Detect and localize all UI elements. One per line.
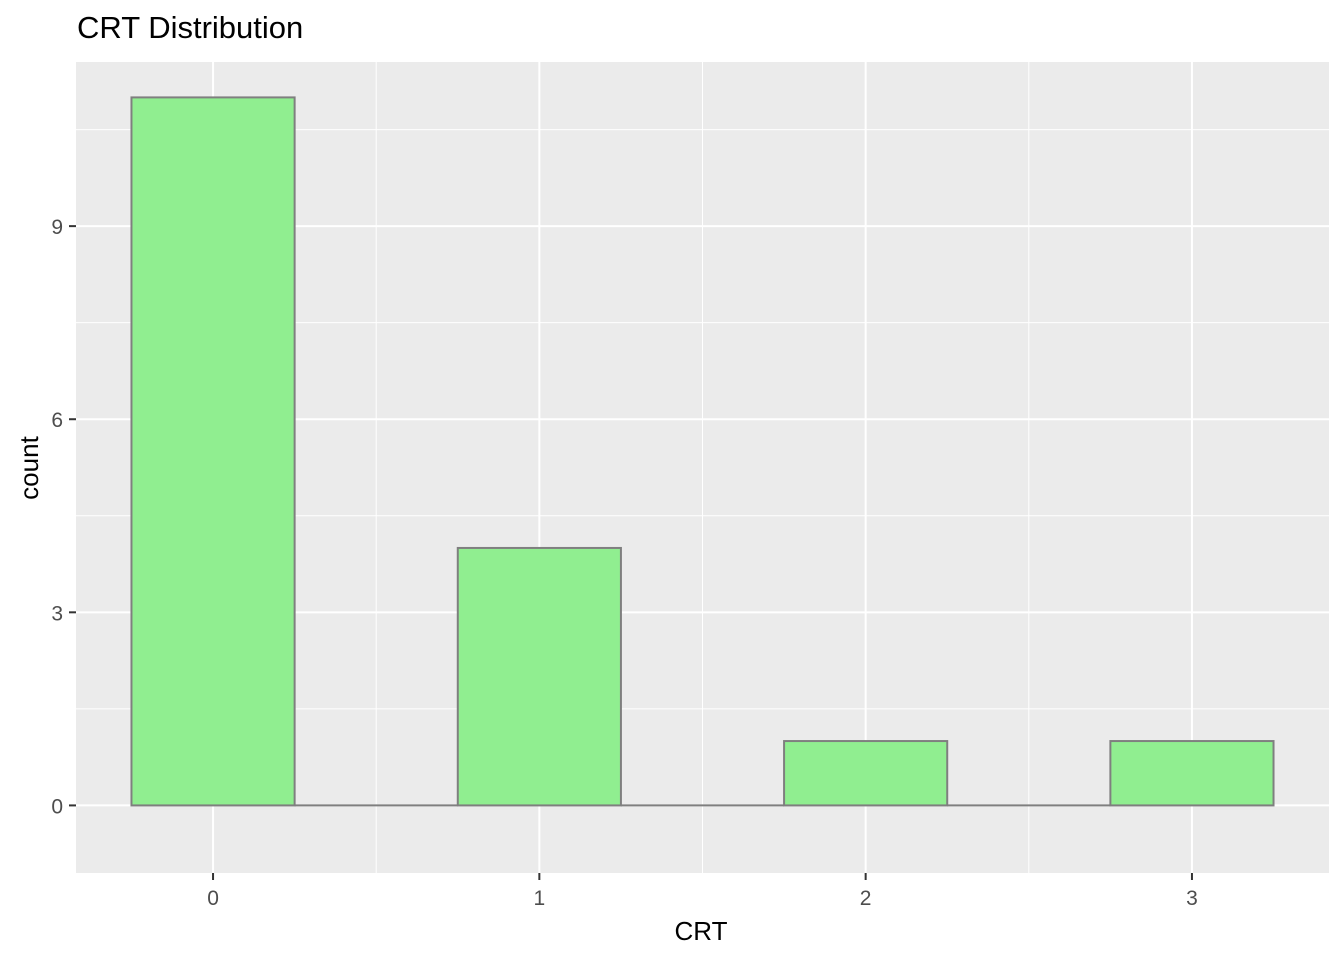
y-tick-label: 6 <box>51 409 63 432</box>
x-tick-label: 0 <box>207 887 219 910</box>
chart-title: CRT Distribution <box>77 10 304 45</box>
y-tick-label: 3 <box>51 602 63 625</box>
bar-1 <box>456 546 622 807</box>
x-axis-title: CRT <box>675 916 728 946</box>
y-axis: 0 3 6 9 <box>51 216 76 818</box>
bars <box>130 96 1275 807</box>
x-tick-label: 1 <box>534 887 546 910</box>
y-tick-label: 9 <box>51 216 63 239</box>
bar-0 <box>130 96 296 807</box>
y-tick-label: 0 <box>51 795 63 818</box>
bar-3 <box>1109 740 1275 807</box>
x-tick-label: 3 <box>1186 887 1198 910</box>
bar-2 <box>783 740 949 807</box>
x-tick-label: 2 <box>860 887 872 910</box>
x-axis: 0 1 2 3 <box>207 873 1198 910</box>
y-axis-title: count <box>14 435 44 499</box>
